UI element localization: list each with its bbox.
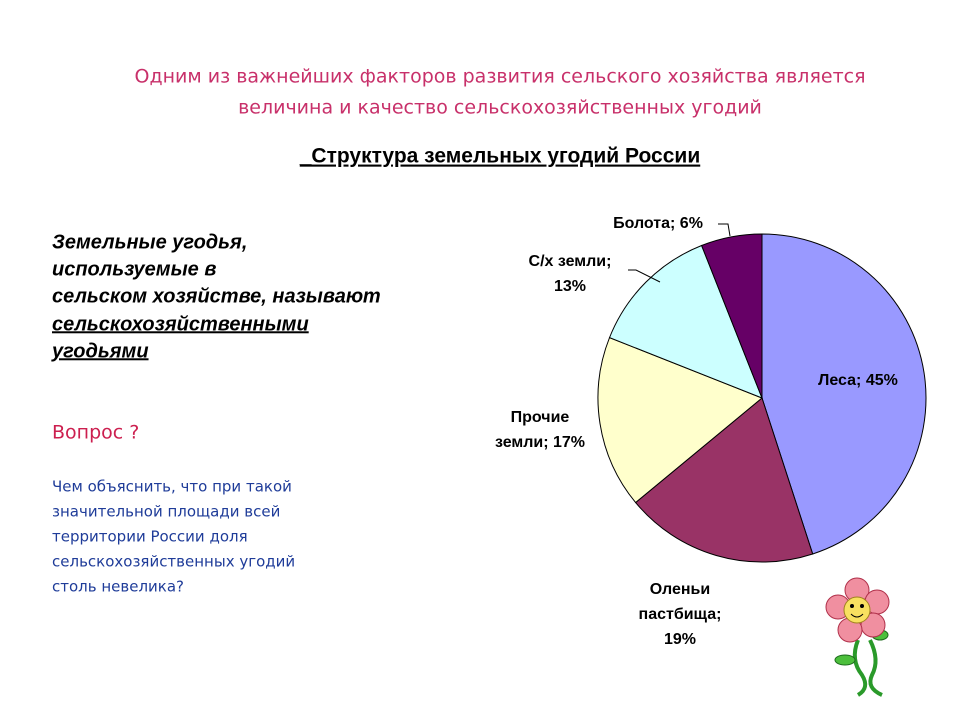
question-line: столь невелика? <box>52 578 184 596</box>
question-line: территории России доля <box>52 528 248 546</box>
definition-line: угодьями <box>51 340 149 362</box>
leader-line <box>718 223 731 237</box>
data-label: Болота; 6% <box>613 215 703 232</box>
data-label: пастбища; <box>639 606 722 623</box>
data-label: С/х земли; <box>529 253 612 270</box>
chart-title: _Структура земельных угодий России <box>299 145 700 168</box>
data-label: 19% <box>664 631 696 648</box>
leader-line <box>628 269 661 283</box>
question-line: Чем объяснить, что при такой <box>52 478 292 496</box>
pie-slice: Болота <box>700 233 763 399</box>
definition-line: сельском хозяйстве, называют <box>52 285 381 307</box>
question-line: значительной площади всей <box>52 503 280 521</box>
pie-slice: Леса <box>761 233 927 555</box>
definition-line: сельскохозяйственными <box>52 313 309 335</box>
header-line: Одним из важнейших факторов развития сел… <box>134 66 865 88</box>
definition-line: используемые в <box>52 258 216 280</box>
header-line: величина и качество сельскохозяйственных… <box>238 97 762 119</box>
data-label: земли; 17% <box>495 434 585 451</box>
data-label: Оленьи <box>650 581 710 598</box>
question-line: сельскохозяйственных угодий <box>52 553 295 571</box>
question-title: Вопрос ? <box>52 422 139 444</box>
pie-slice: Оленьи пастбища <box>634 397 814 563</box>
definition-line: Земельные угодья, <box>52 231 247 253</box>
data-label: Леса; 45% <box>818 372 898 389</box>
flower <box>825 577 890 697</box>
pie-slice: Прочие земли <box>597 336 763 504</box>
data-label: 13% <box>554 278 586 295</box>
data-label: Прочие <box>511 409 570 426</box>
pie-chart: ЛесаОленьи пастбищаПрочие землиС/х земли… <box>597 233 927 563</box>
pie-slice: С/х земли <box>608 244 763 399</box>
